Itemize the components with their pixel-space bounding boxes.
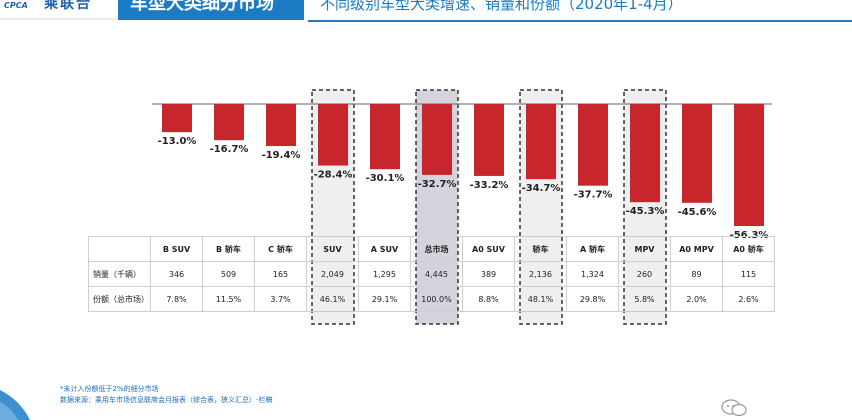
table-cell: 48.1%: [514, 286, 567, 312]
column-header-11: A0 轿车: [722, 236, 775, 262]
column-header-8: A 轿车: [566, 236, 619, 262]
footnote: *未计入份额低于2%的细分市场 数据来源：乘用车市场信息联席会月报表（综合表，狭…: [60, 384, 273, 406]
column-header-4: A SUV: [358, 236, 411, 262]
table-header-row: B SUV B 轿车 C 轿车 SUV A SUV 总市场 A0 SUV 轿车 A 轿车 MPV A…: [88, 236, 775, 262]
bar-2: [266, 104, 296, 147]
table-cell: 29.8%: [566, 286, 619, 312]
table-cell: 346: [150, 261, 203, 287]
page-subtitle: 不同级别车型大类增速、销量和份额（2020年1-4月）: [320, 0, 683, 13]
table-cell: 509: [202, 261, 255, 287]
column-header-6: A0 SUV: [462, 236, 515, 262]
bar-value-label-6: -33.2%: [470, 180, 509, 191]
table-cell: 46.1%: [306, 286, 359, 312]
table-cell: 2.0%: [670, 286, 723, 312]
table-row: 份额（总市场） 7.8% 11.5% 3.7% 46.1% 29.1% 100.0% 8.8%…: [88, 286, 775, 312]
table-cell: 7.8%: [150, 286, 203, 312]
column-header-7: 轿车: [514, 236, 567, 262]
wechat-icon: [721, 399, 747, 417]
table-row: 销量（千辆） 346 509 165 2,049 1,295 4,445 389 2,136 1,…: [88, 261, 775, 287]
footnote-line-1: *未计入份额低于2%的细分市场: [60, 385, 159, 393]
bar-9: [630, 104, 660, 203]
bar-value-label-9: -45.3%: [626, 206, 665, 217]
column-header-1: B 轿车: [202, 236, 255, 262]
bar-6: [474, 104, 504, 176]
header-bar: CPCA 乘联合 车型大类细分市场 不同级别车型大类增速、销量和份额（2020年…: [0, 0, 852, 22]
title-banner: 车型大类细分市场: [118, 0, 304, 20]
table-corner-cell: [88, 236, 151, 262]
row-label-1: 份额（总市场）: [88, 286, 151, 312]
table-cell: 29.1%: [358, 286, 411, 312]
table-cell: 2,049: [306, 261, 359, 287]
table-body: 销量（千辆） 346 509 165 2,049 1,295 4,445 389 2,136 1,…: [88, 261, 775, 312]
column-header-9: MPV: [618, 236, 671, 262]
bar-value-label-7: -34.7%: [522, 183, 561, 194]
row-label-0: 销量（千辆）: [88, 261, 151, 287]
table-cell: 1,295: [358, 261, 411, 287]
bar-value-label-3: -28.4%: [314, 170, 353, 181]
corner-decoration: [0, 390, 30, 420]
label-layer: -13.0% -16.7% -19.4% -28.4% -30.1% -32.7% -33.…: [158, 136, 769, 241]
table-cell: 8.8%: [462, 286, 515, 312]
table-cell: 3.7%: [254, 286, 307, 312]
bar-3: [318, 104, 348, 166]
table-cell: 389: [462, 261, 515, 287]
bar-value-label-8: -37.7%: [574, 190, 613, 201]
bar-layer: [162, 104, 764, 226]
table-cell: 1,324: [566, 261, 619, 287]
logo-text: 乘联合: [44, 0, 92, 12]
table-cell: 2.6%: [722, 286, 775, 312]
page-title: 车型大类细分市场: [130, 0, 274, 14]
bar-7: [526, 104, 556, 180]
table-cell: 165: [254, 261, 307, 287]
column-header-0: B SUV: [150, 236, 203, 262]
column-header-10: A0 MPV: [670, 236, 723, 262]
table-cell: 2,136: [514, 261, 567, 287]
bar-1: [214, 104, 244, 141]
bar-value-label-5: -32.7%: [418, 179, 457, 190]
logo-mark: CPCA: [4, 1, 28, 10]
subtitle-banner: 不同级别车型大类增速、销量和份额（2020年1-4月）: [308, 0, 852, 22]
bar-value-label-0: -13.0%: [158, 136, 197, 147]
bar-5: [422, 104, 452, 175]
table-cell: 260: [618, 261, 671, 287]
bar-value-label-2: -19.4%: [262, 150, 301, 161]
table-cell: 115: [722, 261, 775, 287]
bar-value-label-11: -56.3%: [730, 230, 769, 241]
footnote-source: 数据来源：乘用车市场信息联席会月报表（综合表，狭义汇总）-栏稿: [60, 396, 273, 404]
column-header-5: 总市场: [410, 236, 463, 262]
bar-value-label-4: -30.1%: [366, 173, 405, 184]
data-table: B SUV B 轿车 C 轿车 SUV A SUV 总市场 A0 SUV 轿车 A 轿车 MPV A…: [88, 236, 775, 312]
bar-0: [162, 104, 192, 133]
table-cell: 5.8%: [618, 286, 671, 312]
column-header-3: SUV: [306, 236, 359, 262]
bar-value-label-10: -45.6%: [678, 207, 717, 218]
bar-11: [734, 104, 764, 226]
table-cell: 100.0%: [410, 286, 463, 312]
bar-4: [370, 104, 400, 170]
bar-10: [682, 104, 712, 203]
bar-8: [578, 104, 608, 186]
column-header-2: C 轿车: [254, 236, 307, 262]
table-cell: 11.5%: [202, 286, 255, 312]
bar-value-label-1: -16.7%: [210, 144, 249, 155]
logo: CPCA 乘联合: [0, 0, 118, 20]
table-cell: 4,445: [410, 261, 463, 287]
table-cell: 89: [670, 261, 723, 287]
